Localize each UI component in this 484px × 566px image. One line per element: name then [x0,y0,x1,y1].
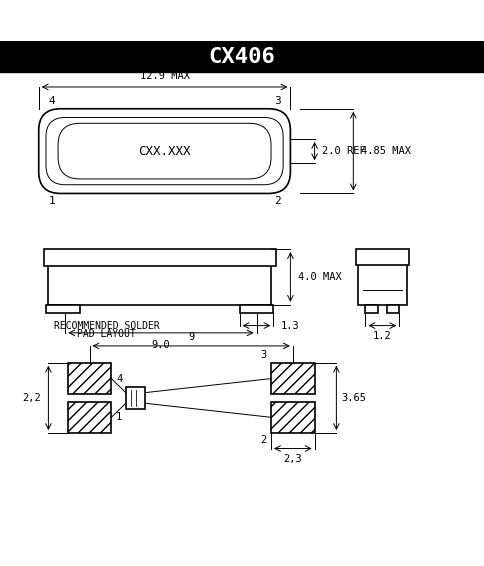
Bar [358,261,407,305]
Bar [46,305,80,314]
Text: PAD LAYOUT: PAD LAYOUT [77,329,136,339]
Bar [387,305,399,314]
Text: 4: 4 [48,96,55,106]
Bar [356,249,409,265]
Text: 3.65: 3.65 [341,393,366,403]
Text: 2,3: 2,3 [284,454,302,464]
Text: CX406: CX406 [209,47,275,67]
Text: 9.0: 9.0 [151,340,170,350]
Bar [126,387,145,409]
Bar [68,363,111,395]
Text: 4: 4 [116,374,122,384]
Text: CXX.XXX: CXX.XXX [138,144,191,157]
Text: 9: 9 [188,332,194,342]
Text: 2.0 REF: 2.0 REF [322,146,365,156]
Bar [271,363,315,395]
FancyBboxPatch shape [39,109,290,194]
Bar [365,305,378,314]
Text: 1: 1 [116,412,122,422]
FancyBboxPatch shape [58,123,271,179]
Bar [240,305,273,314]
Text: 1: 1 [48,196,55,206]
Bar [48,261,271,305]
Text: RECOMMENDED SOLDER: RECOMMENDED SOLDER [54,321,159,332]
Bar [0,41,484,72]
Text: 1.2: 1.2 [373,332,392,341]
Text: 2: 2 [260,435,266,445]
Text: 4.0 MAX: 4.0 MAX [298,272,341,282]
Text: 3: 3 [274,96,281,106]
Bar [44,249,276,266]
Text: 4.85 MAX: 4.85 MAX [361,146,410,156]
Text: 12.9 MAX: 12.9 MAX [139,71,190,81]
Text: 2: 2 [274,196,281,206]
Bar [68,402,111,433]
Text: 2,2: 2,2 [22,393,41,403]
Text: 3: 3 [260,350,266,361]
Bar [271,402,315,433]
Text: 1.3: 1.3 [281,320,300,331]
FancyBboxPatch shape [46,118,283,185]
